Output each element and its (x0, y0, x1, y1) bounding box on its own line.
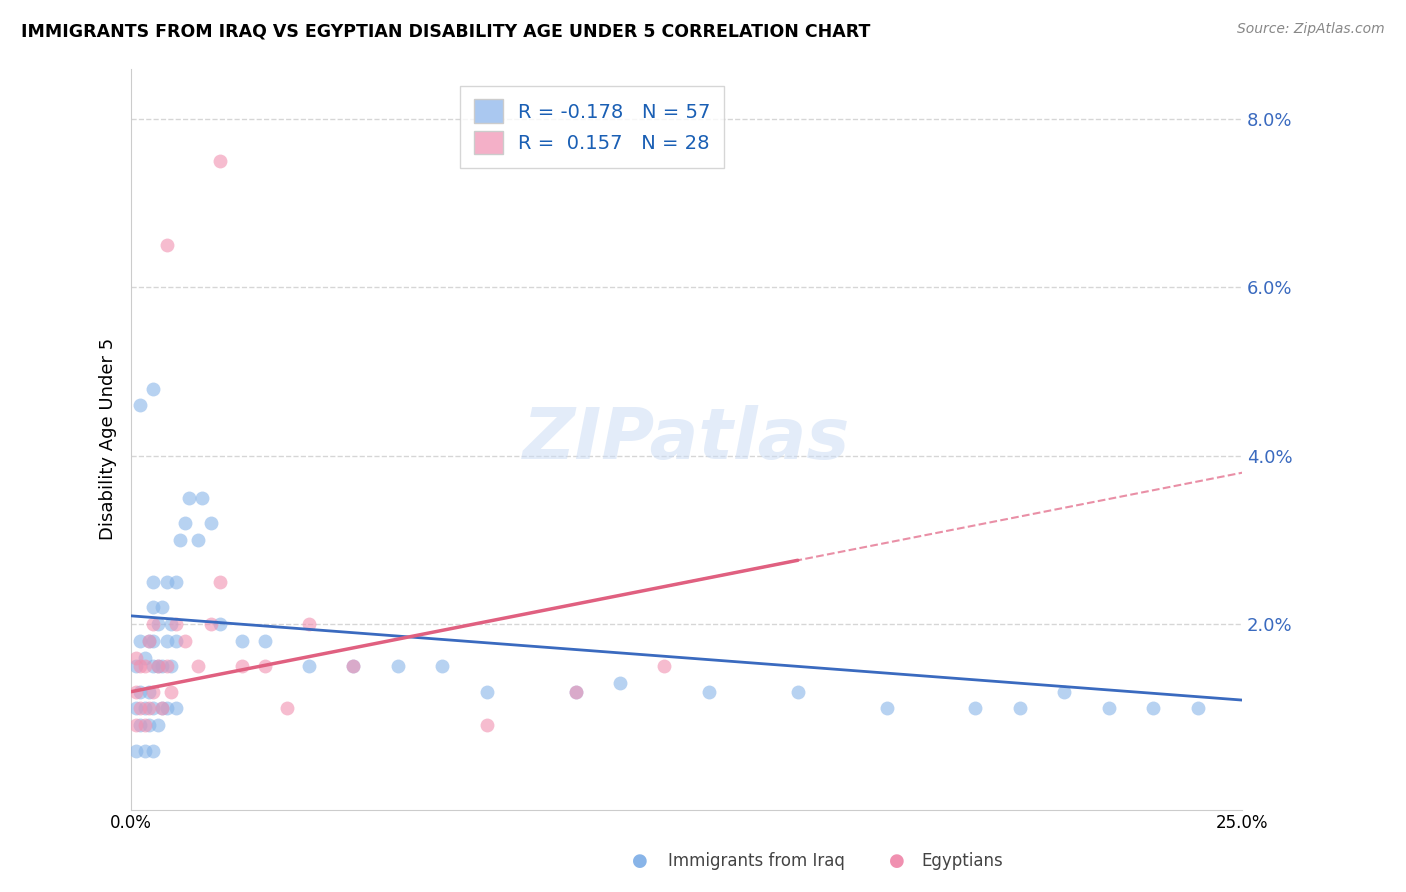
Point (1053, 684, 1076, 698)
Point (209, 575, 232, 590)
Point (253, 659, 276, 673)
Point (138, 718, 160, 732)
Text: ZIPatlas: ZIPatlas (523, 405, 851, 474)
Point (134, 701, 156, 715)
Point (173, 516, 195, 531)
Point (142, 701, 165, 715)
Point (786, 684, 808, 698)
Point (146, 617, 169, 632)
Point (156, 238, 179, 252)
Point (187, 533, 209, 547)
Point (129, 701, 152, 715)
Point (165, 575, 187, 590)
Point (160, 684, 183, 698)
Point (209, 154, 232, 169)
Point (475, 718, 498, 732)
Point (654, 659, 676, 673)
Point (160, 617, 183, 632)
Point (125, 701, 148, 715)
Point (142, 659, 165, 673)
Point (156, 634, 179, 648)
Text: ●: ● (889, 852, 905, 870)
Point (1008, 701, 1031, 715)
Point (142, 634, 165, 648)
Point (142, 575, 165, 590)
Point (169, 533, 191, 547)
Point (146, 659, 169, 673)
Text: Immigrants from Iraq: Immigrants from Iraq (668, 852, 845, 870)
Point (156, 701, 179, 715)
Point (146, 718, 169, 732)
Point (142, 743, 165, 757)
Point (200, 617, 222, 632)
Point (138, 634, 160, 648)
Point (564, 684, 586, 698)
Point (134, 659, 156, 673)
Point (150, 600, 173, 615)
Point (200, 516, 222, 531)
Point (129, 718, 152, 732)
Point (129, 634, 152, 648)
Point (129, 659, 152, 673)
Point (150, 659, 173, 673)
Point (298, 659, 321, 673)
Point (138, 684, 160, 698)
Point (150, 701, 173, 715)
Point (165, 634, 187, 648)
Point (342, 659, 364, 673)
Point (276, 701, 298, 715)
Text: Egyptians: Egyptians (921, 852, 1002, 870)
Legend: R = -0.178   N = 57, R =  0.157   N = 28: R = -0.178 N = 57, R = 0.157 N = 28 (460, 86, 724, 168)
Point (142, 684, 165, 698)
Point (387, 659, 409, 673)
Point (165, 617, 187, 632)
Point (564, 684, 586, 698)
Point (253, 634, 276, 648)
Point (134, 651, 156, 665)
Point (697, 684, 720, 698)
Point (1187, 701, 1209, 715)
Point (475, 684, 498, 698)
Point (965, 701, 987, 715)
Point (150, 701, 173, 715)
Point (125, 659, 148, 673)
Point (138, 634, 160, 648)
Point (138, 701, 160, 715)
Point (125, 718, 148, 732)
Point (609, 676, 631, 690)
Point (142, 617, 165, 632)
Point (129, 398, 152, 412)
Point (1142, 701, 1164, 715)
Point (125, 743, 148, 757)
Point (142, 382, 165, 396)
Point (142, 600, 165, 615)
Point (231, 634, 253, 648)
Point (177, 491, 200, 505)
Point (134, 718, 156, 732)
Y-axis label: Disability Age Under 5: Disability Age Under 5 (100, 338, 117, 541)
Point (160, 659, 183, 673)
Point (125, 651, 148, 665)
Point (165, 701, 187, 715)
Point (209, 617, 232, 632)
Point (342, 659, 364, 673)
Point (134, 743, 156, 757)
Point (432, 659, 454, 673)
Point (876, 701, 898, 715)
Point (173, 634, 195, 648)
Point (156, 659, 179, 673)
Text: IMMIGRANTS FROM IRAQ VS EGYPTIAN DISABILITY AGE UNDER 5 CORRELATION CHART: IMMIGRANTS FROM IRAQ VS EGYPTIAN DISABIL… (21, 22, 870, 40)
Text: ●: ● (631, 852, 648, 870)
Point (1098, 701, 1121, 715)
Point (129, 684, 152, 698)
Point (156, 575, 179, 590)
Point (191, 491, 214, 505)
Point (231, 659, 253, 673)
Point (146, 659, 169, 673)
Point (187, 659, 209, 673)
Point (298, 617, 321, 632)
Text: Source: ZipAtlas.com: Source: ZipAtlas.com (1237, 22, 1385, 37)
Point (125, 684, 148, 698)
